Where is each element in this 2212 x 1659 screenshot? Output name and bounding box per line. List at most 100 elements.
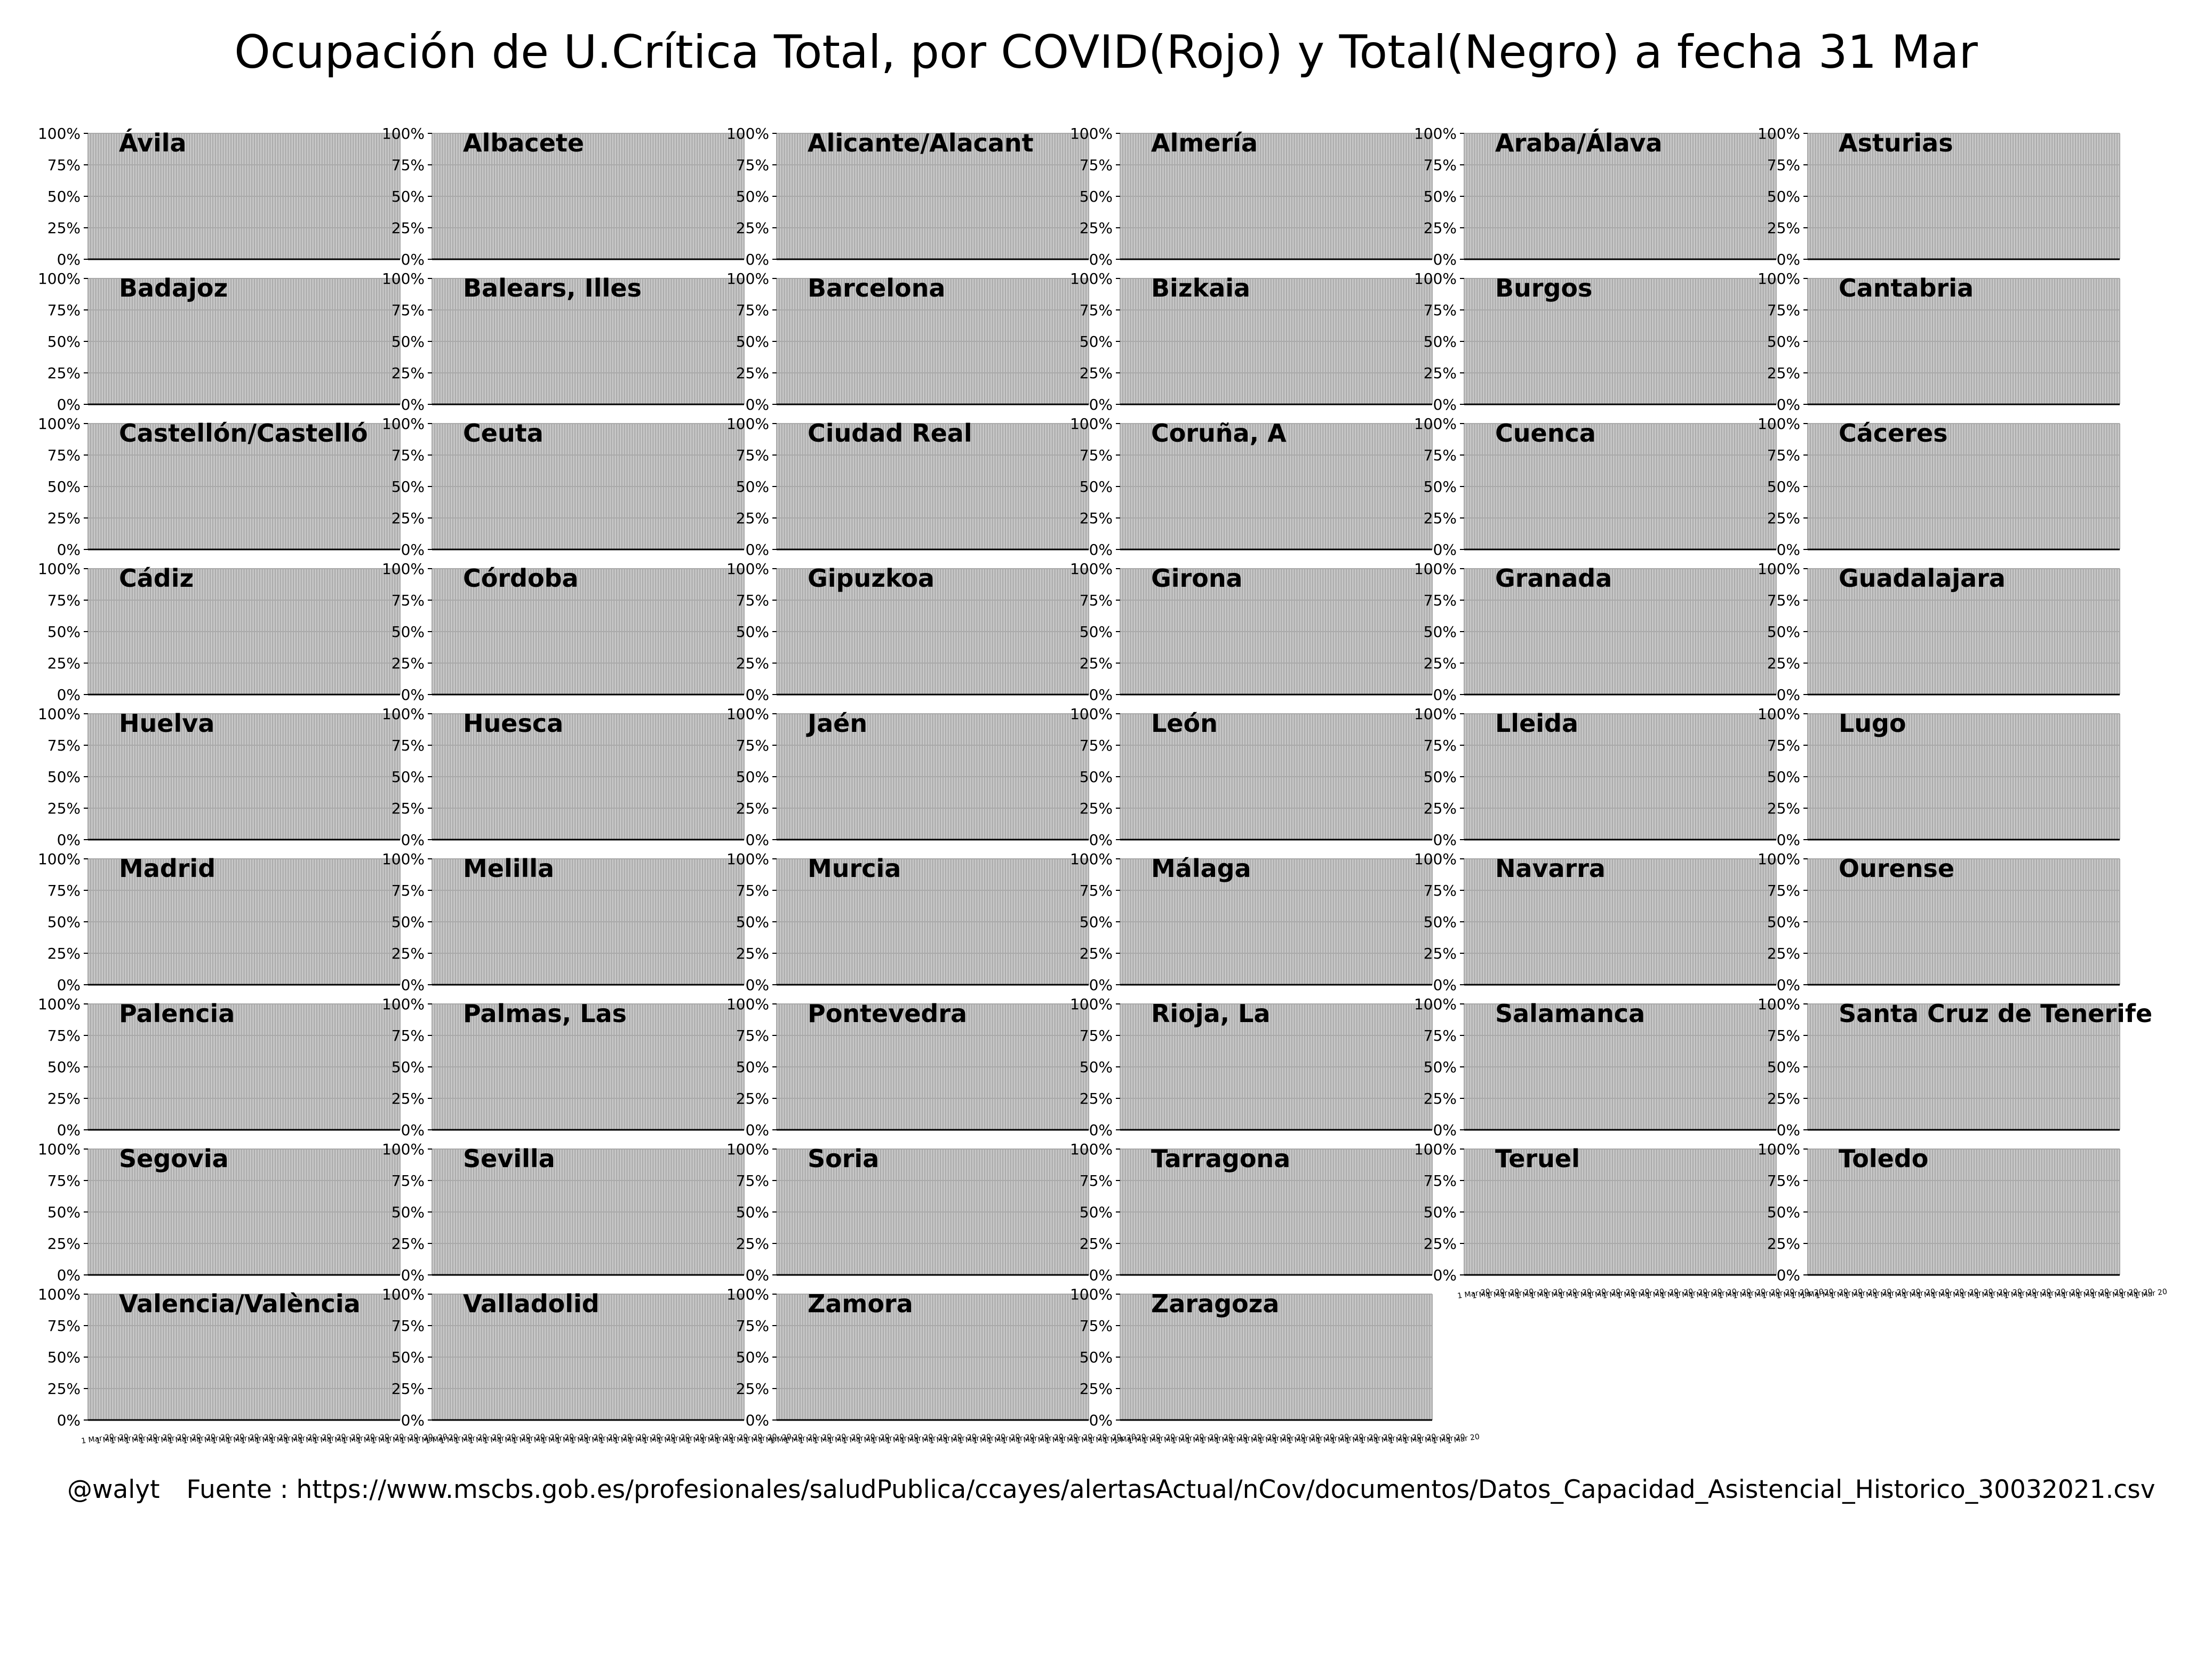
y-tick-label: 25% — [1424, 655, 1457, 672]
y-tick-label: 50% — [736, 478, 769, 496]
panel-alicante-alacant: 0% 25% 50% 75% 100% Alicante/Alacant — [726, 125, 1089, 268]
y-tick-label: 50% — [1080, 768, 1113, 786]
panel-girona: 0% 25% 50% 75% 100% Girona — [1070, 560, 1433, 704]
y-tick-label: 0% — [746, 251, 769, 268]
y-tick-label: 100% — [382, 125, 425, 142]
y-tick-label: 50% — [392, 913, 425, 931]
y-tick-label: 100% — [1414, 560, 1457, 578]
y-tick-label: 25% — [47, 800, 81, 817]
panel-title: Cantabria — [1839, 274, 1974, 302]
y-tick-label: 75% — [736, 301, 769, 319]
panel-araba-alava: 0% 25% 50% 75% 100% Araba/Álava — [1414, 125, 1777, 268]
y-tick-label: 25% — [736, 945, 769, 962]
y-tick-label: 75% — [392, 301, 425, 319]
y-tick-label: 25% — [1767, 509, 1800, 527]
y-tick-label: 0% — [1433, 831, 1457, 849]
y-tick-label: 100% — [726, 850, 769, 868]
y-tick-label: 75% — [1080, 737, 1113, 754]
y-tick-label: 100% — [382, 270, 425, 288]
panel-title: Bizkaia — [1151, 274, 1250, 302]
panel-title: Ávila — [119, 129, 187, 157]
panel-title: Huesca — [463, 709, 563, 738]
panel-title: Jaén — [806, 709, 867, 738]
y-tick-label: 75% — [736, 156, 769, 174]
y-tick-label: 50% — [47, 768, 81, 786]
y-tick-label: 25% — [47, 945, 81, 962]
y-tick-label: 75% — [1424, 301, 1457, 319]
y-tick-label: 75% — [392, 737, 425, 754]
y-tick-label: 0% — [746, 541, 769, 559]
y-tick-label: 100% — [726, 270, 769, 288]
panel-title: Cuenca — [1495, 419, 1596, 448]
y-tick-label: 25% — [1767, 364, 1800, 382]
y-tick-label: 75% — [1767, 737, 1800, 754]
y-tick-label: 100% — [1414, 270, 1457, 288]
y-tick-label: 100% — [382, 560, 425, 578]
y-tick-label: 0% — [1089, 396, 1113, 413]
y-tick-label: 100% — [382, 415, 425, 433]
y-tick-label: 0% — [401, 541, 425, 559]
panel-jaen: 0% 25% 50% 75% 100% Jaén — [726, 705, 1089, 849]
y-tick-label: 50% — [1080, 478, 1113, 496]
y-tick-label: 100% — [38, 560, 81, 578]
y-tick-label: 50% — [1767, 188, 1800, 205]
y-tick-label: 0% — [57, 251, 81, 268]
y-tick-label: 100% — [1070, 125, 1113, 142]
y-tick-label: 75% — [1080, 301, 1113, 319]
y-tick-label: 75% — [392, 882, 425, 899]
y-tick-label: 25% — [1424, 945, 1457, 962]
y-tick-label: 25% — [47, 655, 81, 672]
panel-title: Albacete — [463, 129, 584, 157]
panel-title: Almería — [1151, 129, 1258, 157]
panel-title: Cáceres — [1839, 419, 1948, 448]
panel-title: Ciudad Real — [808, 419, 972, 448]
panel-title: Granada — [1495, 564, 1612, 593]
panel-albacete: 0% 25% 50% 75% 100% Albacete — [382, 125, 745, 268]
y-tick-label: 25% — [392, 800, 425, 817]
panel-cadiz: 0% 25% 50% 75% 100% Cádiz — [38, 560, 401, 704]
y-tick-label: 50% — [736, 188, 769, 205]
y-tick-label: 25% — [1424, 509, 1457, 527]
y-tick-label: 0% — [746, 976, 769, 994]
panel-title: Asturias — [1839, 129, 1953, 157]
y-tick-label: 75% — [47, 882, 81, 899]
y-tick-label: 50% — [392, 768, 425, 786]
y-tick-label: 25% — [1080, 945, 1113, 962]
y-tick-label: 75% — [1767, 592, 1800, 609]
y-tick-label: 75% — [1424, 156, 1457, 174]
panel-title: Murcia — [808, 854, 901, 883]
y-tick-label: 75% — [1767, 301, 1800, 319]
y-tick-label: 0% — [1433, 541, 1457, 559]
y-tick-label: 50% — [1080, 188, 1113, 205]
y-tick-label: 50% — [1767, 333, 1800, 350]
y-tick-label: 75% — [1424, 882, 1457, 899]
panel-title: Gipuzkoa — [808, 564, 935, 593]
y-tick-label: 50% — [1080, 333, 1113, 350]
panel-bizkaia: 0% 25% 50% 75% 100% Bizkaia — [1070, 270, 1433, 413]
y-tick-label: 50% — [736, 333, 769, 350]
y-tick-label: 0% — [57, 831, 81, 849]
y-tick-label: 75% — [1080, 882, 1113, 899]
panel-title: Navarra — [1495, 854, 1606, 883]
y-tick-label: 0% — [1777, 396, 1800, 413]
y-tick-label: 0% — [746, 396, 769, 413]
y-tick-label: 25% — [1424, 364, 1457, 382]
y-tick-label: 75% — [47, 301, 81, 319]
y-tick-label: 25% — [1080, 219, 1113, 237]
panel-murcia: 0% 25% 50% 75% 100% Murcia — [726, 850, 1089, 994]
y-tick-label: 50% — [47, 188, 81, 205]
panel-almeria: 0% 25% 50% 75% 100% Almería — [1070, 125, 1433, 268]
y-tick-label: 50% — [736, 623, 769, 641]
panel-barcelona: 0% 25% 50% 75% 100% Barcelona — [726, 270, 1089, 413]
y-tick-label: 100% — [38, 850, 81, 868]
y-tick-label: 50% — [1424, 333, 1457, 350]
y-tick-label: 25% — [1080, 655, 1113, 672]
y-tick-label: 50% — [1767, 478, 1800, 496]
panel-cordoba: 0% 25% 50% 75% 100% Córdoba — [382, 560, 745, 704]
y-tick-label: 25% — [1080, 364, 1113, 382]
y-tick-label: 100% — [1758, 560, 1800, 578]
y-tick-label: 0% — [401, 976, 425, 994]
y-tick-label: 50% — [1424, 913, 1457, 931]
y-tick-label: 0% — [57, 396, 81, 413]
y-tick-label: 100% — [1070, 415, 1113, 433]
